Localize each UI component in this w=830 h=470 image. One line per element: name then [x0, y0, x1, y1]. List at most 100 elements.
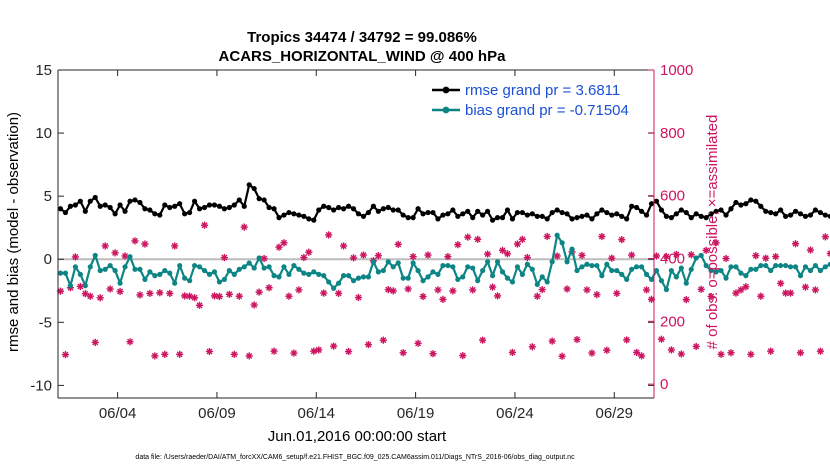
- bias-point: [345, 273, 352, 279]
- obs-count-point: [806, 246, 815, 254]
- obs-count-point: [404, 285, 412, 293]
- obs-count-point: [310, 347, 318, 355]
- bias-point: [57, 270, 64, 276]
- rmse-point: [748, 197, 754, 203]
- bias-point: [539, 274, 545, 280]
- data-file-footnote: data file: /Users/raeder/DAI/ATM_forcXX/…: [135, 454, 575, 461]
- y-left-tick-label: 15: [35, 62, 52, 79]
- rmse-point: [758, 203, 764, 209]
- bias-point: [514, 264, 521, 270]
- bias-point: [127, 254, 133, 260]
- obs-count-point: [603, 346, 611, 354]
- rmse-point: [807, 212, 814, 218]
- obs-marker-stroke: [97, 294, 104, 301]
- bias-point: [589, 262, 595, 269]
- bias-point: [72, 264, 78, 270]
- obs-count-point: [657, 335, 666, 343]
- rmse-point: [653, 198, 660, 204]
- bias-point: [470, 265, 476, 271]
- obs-count-point: [732, 289, 740, 297]
- rmse-point: [246, 182, 252, 188]
- obs-count-point: [464, 233, 472, 241]
- bias-point: [301, 270, 307, 276]
- bias-point: [827, 261, 830, 267]
- rmse-point: [728, 206, 734, 212]
- obs-count-point: [230, 350, 238, 358]
- rmse-point: [127, 198, 133, 204]
- rmse-point: [390, 207, 396, 213]
- obs-marker-stroke: [777, 280, 784, 287]
- bias-point: [718, 267, 724, 274]
- bias-point: [336, 280, 342, 286]
- obs-count-point: [245, 352, 253, 360]
- rmse-point: [693, 211, 699, 217]
- bias-point: [326, 279, 332, 285]
- rmse-point: [802, 213, 809, 219]
- obs-marker-stroke: [534, 293, 541, 300]
- x-tick-label: 06/09: [198, 405, 236, 422]
- obs-marker-stroke: [827, 250, 830, 255]
- obs-marker-stroke: [618, 236, 625, 243]
- obs-count-point: [305, 248, 313, 256]
- obs-count-point: [434, 286, 442, 294]
- rmse-point: [365, 209, 372, 216]
- obs-marker-stroke: [757, 293, 764, 300]
- bias-point: [763, 262, 769, 269]
- bias-point: [569, 246, 575, 252]
- obs-count-point: [667, 346, 675, 354]
- rmse-point: [787, 212, 794, 218]
- rmse-point: [733, 199, 739, 206]
- obs-count-point: [141, 240, 149, 248]
- bias-point: [331, 285, 337, 291]
- obs-marker-stroke: [241, 224, 248, 231]
- bias-point: [807, 267, 814, 274]
- y-axis-label-right: # of obs: o=possible; ×=assimilated: [704, 115, 721, 350]
- rmse-point: [216, 203, 223, 209]
- rmse-point: [634, 204, 640, 211]
- bias-point: [236, 266, 242, 272]
- bias-point: [738, 270, 744, 276]
- obs-count-point: [250, 301, 258, 309]
- rmse-point: [157, 212, 163, 218]
- rmse-point: [425, 209, 431, 216]
- obs-marker-stroke: [276, 244, 283, 251]
- rmse-point: [191, 198, 198, 204]
- obs-marker-stroke: [429, 350, 436, 357]
- chart-title-line2: ACARS_HORIZONTAL_WIND @ 400 hPa: [219, 48, 507, 65]
- obs-count-point: [131, 237, 139, 245]
- bias-point: [758, 262, 764, 269]
- rmse-point: [673, 211, 679, 217]
- obs-count-point: [260, 254, 268, 263]
- bias-point: [142, 276, 148, 283]
- obs-marker-stroke: [425, 252, 432, 259]
- rmse-point: [827, 213, 830, 219]
- rmse-point: [350, 206, 357, 212]
- bias-point: [306, 271, 312, 277]
- obs-count-point: [662, 253, 671, 261]
- rmse-point: [817, 209, 823, 216]
- rmse-point: [375, 208, 381, 214]
- bias-point: [375, 269, 381, 275]
- rmse-point: [67, 203, 74, 209]
- y-right-tick-label: 600: [660, 188, 685, 205]
- obs-marker-stroke: [146, 290, 153, 297]
- obs-count-point: [181, 292, 189, 300]
- rmse-point: [345, 203, 352, 209]
- obs-marker-stroke: [822, 233, 829, 240]
- rmse-point: [624, 216, 630, 222]
- legend-bias-marker: [442, 106, 450, 114]
- bias-point: [415, 267, 421, 274]
- bias-point: [708, 267, 714, 274]
- obs-count-point: [613, 289, 621, 297]
- bias-point: [748, 266, 754, 272]
- obs-marker-stroke: [593, 291, 600, 298]
- obs-count-point: [737, 286, 745, 294]
- rmse-point: [177, 201, 183, 207]
- rmse-point: [678, 207, 684, 213]
- rmse-point: [380, 206, 386, 212]
- bias-point: [226, 267, 232, 274]
- obs-count-point: [578, 251, 586, 259]
- rmse-point: [132, 197, 138, 203]
- bias-point: [206, 271, 213, 277]
- obs-count-point: [91, 338, 99, 346]
